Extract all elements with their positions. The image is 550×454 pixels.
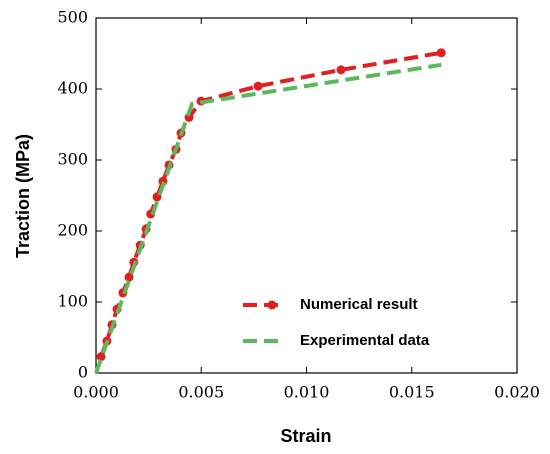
x-tick-label: 0.000 bbox=[73, 383, 119, 402]
data-point bbox=[124, 272, 134, 282]
y-tick-label: 400 bbox=[57, 79, 88, 98]
y-axis-label: Traction (MPa) bbox=[13, 134, 33, 258]
x-axis-label: Strain bbox=[280, 426, 331, 446]
legend-marker bbox=[267, 300, 277, 310]
series-line bbox=[94, 62, 442, 374]
x-tick-label: 0.020 bbox=[494, 383, 540, 402]
x-tick-label: 0.005 bbox=[178, 383, 224, 402]
y-tick-label: 200 bbox=[57, 221, 88, 240]
x-tick-label: 0.015 bbox=[389, 383, 435, 402]
legend-label: Experimental data bbox=[300, 332, 430, 349]
y-tick-label: 100 bbox=[57, 292, 88, 311]
data-point bbox=[436, 48, 446, 58]
y-tick-label: 500 bbox=[57, 8, 88, 27]
legend-label: Numerical result bbox=[300, 296, 418, 313]
y-tick-label: 0 bbox=[78, 363, 88, 382]
data-point bbox=[253, 81, 263, 91]
data-point bbox=[96, 352, 106, 362]
data-point bbox=[336, 65, 346, 75]
x-tick-label: 0.010 bbox=[284, 383, 330, 402]
y-tick-label: 300 bbox=[57, 150, 88, 169]
